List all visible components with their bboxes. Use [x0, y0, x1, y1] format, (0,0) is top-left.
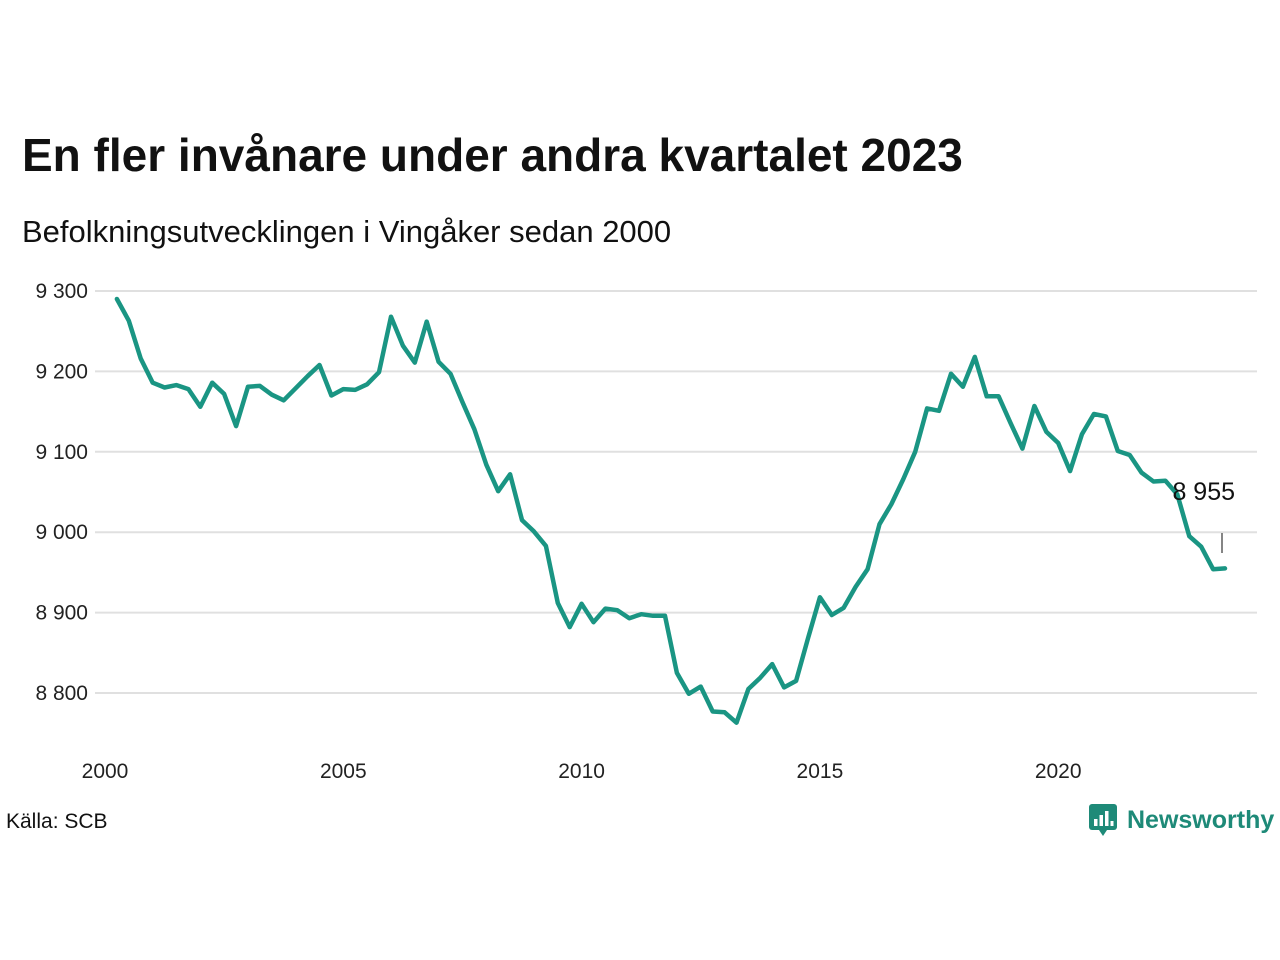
y-tick-label: 9 000	[35, 521, 88, 544]
x-tick-label: 2000	[82, 760, 129, 783]
x-tick-label: 2005	[320, 760, 367, 783]
brand-name: Newsworthy	[1127, 805, 1275, 834]
y-tick-label: 9 200	[35, 360, 88, 383]
brand[interactable]: Newsworthy	[1088, 803, 1274, 837]
y-axis-ticks: 8 800 8 900 9 000 9 100 9 200 9 300	[35, 280, 88, 705]
end-label-layer: 8 955	[1172, 478, 1235, 553]
chart-title: En fler invånare under andra kvartalet 2…	[22, 129, 963, 181]
source-note: Källa: SCB	[6, 810, 108, 833]
x-tick-label: 2020	[1035, 760, 1082, 783]
x-tick-label: 2015	[797, 760, 844, 783]
grid-lines	[95, 290, 1257, 694]
data-points	[115, 297, 1227, 725]
chart-subtitle: Befolkningsutvecklingen i Vingåker sedan…	[22, 214, 672, 249]
y-tick-label: 8 900	[35, 602, 88, 625]
end-value-label: 8 955	[1172, 478, 1235, 506]
newsworthy-logo-icon	[1089, 804, 1117, 836]
y-tick-label: 9 300	[35, 280, 88, 303]
series-line-layer	[114, 296, 1228, 725]
series-line	[114, 296, 1228, 725]
x-tick-label: 2010	[558, 760, 605, 783]
x-axis-ticks: 2000 2005 2010 2015 2020	[82, 760, 1082, 783]
y-tick-label: 9 100	[35, 441, 88, 464]
y-tick-label: 8 800	[35, 682, 88, 705]
